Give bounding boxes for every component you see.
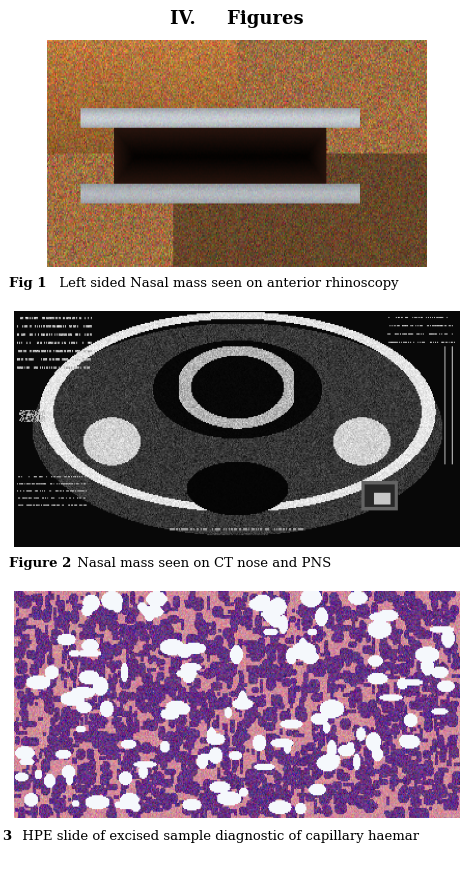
Text: Left sided Nasal mass seen on anterior rhinoscopy: Left sided Nasal mass seen on anterior r… [55,277,398,290]
Text: Figure 2: Figure 2 [9,557,72,570]
Text: 3: 3 [2,830,11,843]
Text: Nasal mass seen on CT nose and PNS: Nasal mass seen on CT nose and PNS [73,557,332,570]
Text: Fig 1: Fig 1 [9,277,47,290]
Text: HPE slide of excised sample diagnostic of capillary haemar: HPE slide of excised sample diagnostic o… [18,830,419,843]
Text: IV.     Figures: IV. Figures [170,10,304,28]
